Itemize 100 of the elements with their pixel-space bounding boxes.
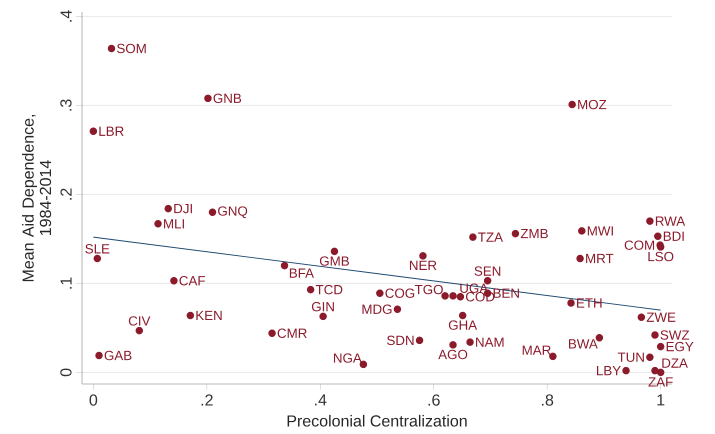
annotation: GIN <box>312 302 334 312</box>
point <box>484 277 492 284</box>
y-tick-label: .3 <box>60 99 72 111</box>
annotation: COM <box>624 240 654 250</box>
annotation: MDG <box>362 304 392 314</box>
x-tick-label: .2 <box>202 394 213 406</box>
point <box>549 352 557 360</box>
point <box>330 248 338 256</box>
annotation: COG <box>385 288 414 298</box>
x-tick-label: 1 <box>657 394 664 406</box>
annotation: ZWE <box>646 312 676 322</box>
point <box>456 293 464 301</box>
x-axis-title: Precolonial Centralization <box>288 414 467 427</box>
point <box>94 254 102 262</box>
annotation: UGA <box>460 284 488 293</box>
annotation: TCD <box>316 284 342 294</box>
point <box>512 230 520 238</box>
annotation: SDN <box>387 336 414 346</box>
point <box>416 336 424 344</box>
annotation: NER <box>410 260 436 270</box>
annotation: GAB <box>104 350 132 360</box>
point <box>654 232 662 240</box>
annotation: LBR <box>99 126 124 136</box>
y-tick-label: .1 <box>60 278 72 289</box>
annotation: MAR <box>522 346 551 355</box>
point <box>394 305 402 313</box>
point <box>469 233 477 241</box>
annotation: CIV <box>128 316 150 326</box>
annotation: MOZ <box>578 100 606 110</box>
annotation: ZAF <box>648 377 673 387</box>
annotation: BFA <box>290 268 314 278</box>
point <box>466 338 474 346</box>
annotation: MRT <box>586 254 614 264</box>
point <box>449 292 457 300</box>
point <box>268 330 276 337</box>
point <box>622 366 630 374</box>
annotation: SEN <box>474 266 500 276</box>
annotation: SLE <box>85 244 110 254</box>
annotation: MWI <box>588 226 613 236</box>
point <box>90 128 98 135</box>
x-tick-label: .8 <box>542 394 554 406</box>
point <box>646 354 654 362</box>
annotation: GMB <box>320 256 349 266</box>
annotation: CAF <box>180 276 205 286</box>
point <box>306 286 314 294</box>
annotation: GNB <box>214 94 242 104</box>
annotation: NAM <box>476 338 504 347</box>
annotation: NGA <box>334 353 362 363</box>
point <box>441 292 449 300</box>
point <box>280 262 288 270</box>
point <box>656 342 664 350</box>
y-tick-label: .4 <box>60 10 72 22</box>
point <box>360 360 368 368</box>
annotation: DJI <box>174 204 192 214</box>
annotation: BWA <box>568 339 598 348</box>
point <box>319 312 327 320</box>
point <box>170 277 178 284</box>
annotation: LBY <box>597 366 621 376</box>
x-tick-label: .6 <box>428 394 440 406</box>
annotation: MLI <box>164 219 184 228</box>
point <box>638 314 646 321</box>
annotation: GNQ <box>218 206 248 218</box>
point <box>646 217 654 225</box>
annotation: ZMB <box>520 228 548 238</box>
point <box>164 204 172 212</box>
point <box>186 312 194 320</box>
annotation: TZA <box>478 232 503 242</box>
point <box>449 341 457 349</box>
point <box>108 44 116 52</box>
point <box>651 366 659 374</box>
point <box>154 220 162 228</box>
annotation: TUN <box>618 352 644 362</box>
y-tick-label: 0 <box>60 368 72 376</box>
annotation: DZA <box>662 358 688 368</box>
point <box>419 252 427 260</box>
point <box>208 208 216 216</box>
point <box>568 100 576 108</box>
annotation: TGO <box>414 284 443 294</box>
annotation: AGO <box>438 350 468 360</box>
point <box>136 326 144 334</box>
point <box>376 289 384 297</box>
annotation: GHA <box>448 320 478 330</box>
annotation: ETH <box>577 298 602 308</box>
annotation: LSO <box>648 252 674 262</box>
point <box>204 94 212 102</box>
y-tick-label: .2 <box>60 188 72 200</box>
annotation: KEN <box>196 310 222 320</box>
annotation: CMR <box>278 328 307 338</box>
point <box>656 368 664 376</box>
point <box>578 227 586 235</box>
annotation: EGY <box>666 342 694 352</box>
x-tick-label: .4 <box>315 394 326 406</box>
y-axis-title: Mean Aid Dependence, 1984-2014 <box>22 114 52 282</box>
point <box>576 254 584 262</box>
annotation: BDI <box>664 232 684 241</box>
x-tick-label: 0 <box>90 394 98 406</box>
point <box>458 312 466 320</box>
point <box>567 299 575 307</box>
annotation: SWZ <box>660 330 690 340</box>
annotation: RWA <box>656 216 686 226</box>
